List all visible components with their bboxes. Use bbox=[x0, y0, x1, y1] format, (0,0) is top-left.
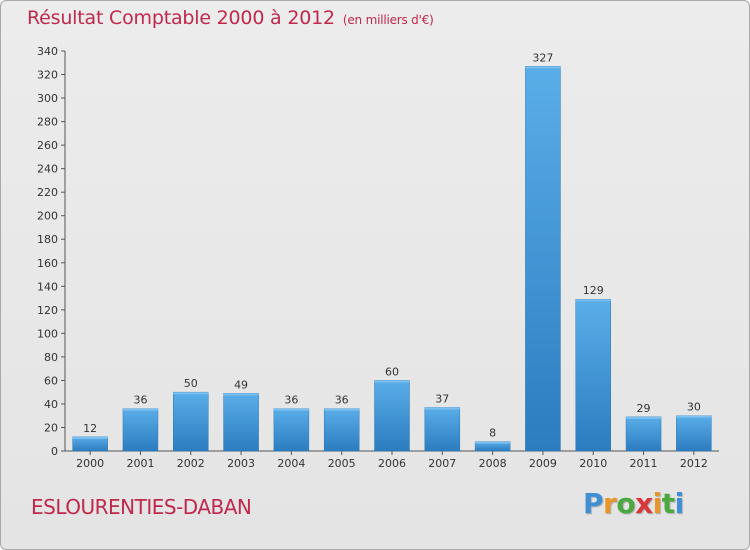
y-tick-label: 300 bbox=[37, 92, 58, 105]
y-tick-label: 40 bbox=[44, 398, 58, 411]
y-tick-label: 200 bbox=[37, 210, 58, 223]
y-tick-label: 220 bbox=[37, 186, 58, 199]
x-tick-label: 2005 bbox=[328, 457, 356, 470]
bar-highlight bbox=[475, 441, 511, 444]
bar-highlight bbox=[72, 436, 108, 439]
bar-highlight bbox=[223, 393, 259, 396]
bar-2009 bbox=[525, 66, 561, 452]
bar-highlight bbox=[122, 408, 158, 411]
data-label: 36 bbox=[133, 394, 147, 407]
logo-letter: o bbox=[616, 487, 636, 520]
logo-letter: t bbox=[661, 487, 675, 520]
bar-series bbox=[72, 66, 712, 452]
y-tick-label: 160 bbox=[37, 257, 58, 270]
x-tick-label: 2007 bbox=[428, 457, 456, 470]
x-tick-label: 2000 bbox=[76, 457, 104, 470]
x-tick-label: 2006 bbox=[378, 457, 406, 470]
logo-letter: i bbox=[652, 487, 663, 520]
y-tick-label: 100 bbox=[37, 327, 58, 340]
proxiti-logo[interactable]: Proxiti bbox=[583, 487, 684, 520]
logo-letter: x bbox=[635, 487, 653, 520]
x-tick-label: 2012 bbox=[680, 457, 708, 470]
data-label: 37 bbox=[435, 392, 449, 405]
bar-highlight bbox=[374, 380, 410, 383]
y-axis: 0 20 40 60 80 100 120 140 160 180 200 220 240 260 280 3… bbox=[37, 45, 66, 458]
x-tick-label: 2010 bbox=[579, 457, 607, 470]
bar-highlight bbox=[424, 407, 460, 410]
data-label: 8 bbox=[489, 427, 496, 440]
data-label: 50 bbox=[184, 377, 198, 390]
y-tick-label: 20 bbox=[44, 421, 58, 434]
chart-subtitle: (en milliers d'€) bbox=[342, 13, 434, 27]
bar-2010 bbox=[575, 298, 611, 452]
bar-highlight bbox=[575, 299, 611, 302]
y-tick-label: 240 bbox=[37, 163, 58, 176]
chart-title-text: Résultat Comptable 2000 à 2012 bbox=[27, 7, 335, 29]
bar-2002 bbox=[173, 391, 209, 452]
bar-2001 bbox=[122, 408, 159, 452]
logo-letter: i bbox=[674, 487, 685, 520]
data-label: 36 bbox=[284, 394, 298, 407]
x-tick-label: 2003 bbox=[227, 457, 255, 470]
bar-highlight bbox=[626, 416, 662, 419]
x-tick-label: 2009 bbox=[529, 457, 557, 470]
bar-2000 bbox=[72, 436, 108, 452]
x-tick-label: 2008 bbox=[479, 457, 507, 470]
bar-2005 bbox=[323, 408, 360, 452]
chart-title: Résultat Comptable 2000 à 2012 (en millie… bbox=[27, 7, 434, 29]
data-label: 327 bbox=[532, 51, 553, 64]
bar-2003 bbox=[223, 393, 259, 452]
y-tick-label: 280 bbox=[37, 116, 58, 129]
bar-highlight bbox=[676, 415, 712, 418]
y-tick-label: 320 bbox=[37, 69, 58, 82]
x-axis: 2000 2001 2002 2003 2004 2005 2006 2007 2008 2009… bbox=[65, 450, 719, 470]
y-tick-label: 0 bbox=[51, 445, 58, 458]
x-tick-label: 2002 bbox=[177, 457, 205, 470]
data-label: 49 bbox=[234, 378, 248, 391]
logo-letter: P bbox=[583, 487, 604, 520]
x-tick-label: 2001 bbox=[126, 457, 154, 470]
bar-highlight bbox=[173, 392, 209, 395]
logo-letter: r bbox=[603, 487, 617, 520]
bar-2004 bbox=[273, 408, 310, 452]
y-tick-label: 140 bbox=[37, 280, 58, 293]
data-label: 60 bbox=[385, 365, 399, 378]
bar-highlight bbox=[525, 66, 561, 69]
bar-highlight bbox=[273, 408, 309, 411]
data-label: 36 bbox=[335, 394, 349, 407]
y-tick-label: 260 bbox=[37, 139, 58, 152]
y-tick-label: 80 bbox=[44, 351, 58, 364]
data-label: 29 bbox=[637, 402, 651, 415]
data-label: 12 bbox=[83, 422, 97, 435]
y-tick-label: 180 bbox=[37, 233, 58, 246]
bar-2011 bbox=[625, 416, 662, 452]
bar-2012 bbox=[676, 415, 712, 452]
x-tick-label: 2004 bbox=[277, 457, 305, 470]
x-tick-label: 2011 bbox=[630, 457, 658, 470]
bar-highlight bbox=[324, 408, 360, 411]
y-tick-label: 60 bbox=[44, 374, 58, 387]
y-tick-label: 340 bbox=[37, 45, 58, 58]
bar-2007 bbox=[424, 407, 461, 452]
data-label: 30 bbox=[687, 401, 701, 414]
data-label: 129 bbox=[583, 284, 604, 297]
data-labels: 12 36 50 49 36 36 60 37 8 327 129 29 30 bbox=[83, 51, 701, 439]
commune-name: ESLOURENTIES-DABAN bbox=[31, 495, 252, 519]
bar-2006 bbox=[374, 380, 410, 452]
y-tick-label: 120 bbox=[37, 304, 58, 317]
